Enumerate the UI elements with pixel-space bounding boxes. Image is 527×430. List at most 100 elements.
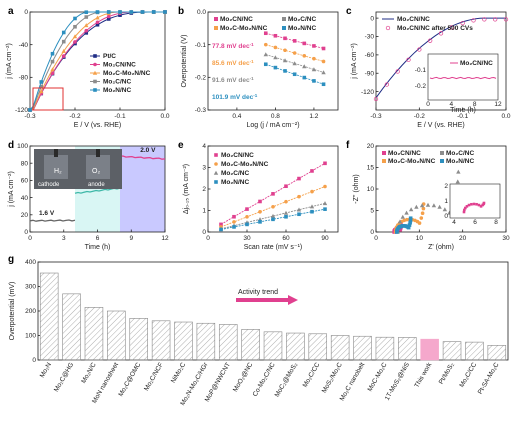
panel-e-chart: 0 30 60 90 0 1 2 3 4 Scan rate (mV s⁻¹) Δj₀.₁₅ (mA… bbox=[183, 143, 339, 251]
y-axis-label: j (mA cm⁻²) bbox=[6, 43, 13, 80]
legend-label: Mo₂C-Mo₂N/NC bbox=[103, 70, 151, 77]
x-tick-label: 20 bbox=[459, 235, 467, 242]
x-tick-label: 6 bbox=[96, 235, 100, 242]
lsv-marker bbox=[106, 17, 111, 21]
bar bbox=[442, 341, 462, 361]
legend-marker bbox=[214, 26, 218, 30]
y-tick-label: 100 bbox=[17, 143, 28, 150]
legend-label: Mo₂C/NC bbox=[288, 16, 316, 23]
lsv-marker bbox=[140, 10, 145, 14]
legend-label: Mo₂CN/NC bbox=[388, 150, 421, 157]
eis-point bbox=[425, 202, 431, 207]
eis-point bbox=[408, 218, 413, 223]
eis-point bbox=[408, 216, 413, 221]
eis-point bbox=[404, 210, 409, 215]
cdl-point bbox=[284, 184, 288, 189]
legend-label: Mo₂C/NC bbox=[446, 150, 474, 157]
initial-curve bbox=[375, 17, 506, 99]
inset-eis-point bbox=[472, 202, 476, 206]
lsv-marker bbox=[151, 10, 156, 14]
after-cv-marker bbox=[493, 17, 498, 22]
x-tick-label: 0.0 bbox=[160, 113, 169, 120]
lsv-marker bbox=[73, 16, 77, 21]
x-axis-label: E / V (vs. RHE) bbox=[74, 122, 121, 129]
y-tick-label: 20 bbox=[367, 143, 375, 150]
legend-marker bbox=[385, 25, 391, 31]
inset-x-tick: 0 bbox=[426, 101, 430, 108]
bar bbox=[487, 344, 507, 361]
y-tick-label: -0.2 bbox=[195, 75, 207, 82]
x-axis-label: Scan rate (mV s⁻¹) bbox=[244, 244, 303, 251]
cdl-point bbox=[322, 201, 328, 206]
inset-x-tick: 12 bbox=[494, 101, 502, 108]
x-tick-label: 10 bbox=[416, 235, 424, 242]
x-tick-label: 30 bbox=[243, 235, 251, 242]
bar-category-label: NiMo₂C bbox=[170, 361, 187, 384]
after-cv-marker bbox=[417, 47, 422, 52]
bar-category-label: MoC-Mo₂C bbox=[367, 361, 389, 393]
x-axis-label: Z' (ohm) bbox=[428, 244, 454, 251]
inset-legend-label: Mo₂CN/NC bbox=[460, 60, 493, 67]
lsv-marker bbox=[84, 23, 89, 28]
x-tick-label: 0 bbox=[28, 235, 32, 242]
inset-eis-point bbox=[470, 202, 473, 206]
legend-marker bbox=[440, 151, 444, 155]
y-tick-label: -90 bbox=[365, 70, 375, 77]
x-tick-label: 0.0 bbox=[501, 113, 510, 120]
eis-point bbox=[442, 207, 448, 212]
bar bbox=[375, 336, 395, 361]
x-tick-label: -0.2 bbox=[69, 113, 81, 120]
cdl-point bbox=[258, 199, 262, 204]
x-tick-label: 0 bbox=[374, 235, 378, 242]
inset-chrono-line bbox=[429, 76, 497, 80]
legend-marker bbox=[382, 159, 386, 163]
y-tick-label: -60 bbox=[365, 52, 375, 59]
photo-clip bbox=[96, 149, 100, 157]
panel-a-chart: -0.3 -0.2 -0.1 0.0 -120 -80 -40 0 E / V (vs. RHE… bbox=[6, 9, 170, 129]
inset-y-tick: 1 bbox=[444, 198, 448, 205]
eis-point bbox=[408, 207, 414, 212]
bar-category-label: Mo₂C nanobelt bbox=[339, 361, 367, 402]
inset-eis-point bbox=[467, 203, 471, 207]
bar-category-label: Mo₂N/C bbox=[80, 361, 98, 384]
bar-category-label: MoC₂@MoS₂ bbox=[274, 361, 300, 398]
tafel-point bbox=[282, 58, 288, 63]
lsv-marker bbox=[95, 22, 100, 27]
cdl-point bbox=[245, 222, 249, 227]
x-tick-label: -0.3 bbox=[24, 113, 36, 120]
legend-marker bbox=[282, 26, 286, 30]
cdl-point bbox=[232, 220, 236, 224]
bar bbox=[107, 310, 126, 361]
lsv-marker bbox=[61, 48, 66, 53]
inset-x-tick: 6 bbox=[473, 219, 477, 226]
bar-category-label: Pt/MoS₂ bbox=[438, 361, 456, 386]
panel-c-chart: -0.3 -0.2 -0.1 0.0 -120 -90 -60 -30 0 E / V (vs. … bbox=[351, 11, 511, 129]
after-cv-marker bbox=[428, 38, 433, 43]
legend-label: Mo₂C-Mo₂N/NC bbox=[388, 158, 436, 165]
inset-y-tick: -0.1 bbox=[415, 67, 427, 74]
y-tick-label: 200 bbox=[25, 308, 36, 315]
y-tick-label: -120 bbox=[15, 107, 28, 114]
bar bbox=[398, 337, 417, 361]
lsv-marker bbox=[50, 59, 55, 64]
x-tick-label: 0 bbox=[206, 235, 210, 242]
x-tick-label: 90 bbox=[321, 235, 329, 242]
bar bbox=[151, 320, 171, 361]
legend-marker bbox=[93, 79, 97, 84]
tafel-point bbox=[263, 52, 268, 57]
photo-anode bbox=[86, 155, 110, 179]
inset-frame bbox=[427, 53, 499, 101]
inset-y-tick: -0.2 bbox=[415, 83, 427, 90]
legend-label: Mo₂C-Mo₂N/NC bbox=[220, 25, 268, 32]
lsv-marker bbox=[129, 10, 134, 14]
y-tick-label: 400 bbox=[25, 259, 36, 266]
lsv-marker bbox=[73, 24, 77, 29]
lsv-marker bbox=[28, 108, 32, 112]
eis-point bbox=[437, 204, 442, 209]
legend-marker bbox=[282, 17, 286, 21]
legend-label: Mo₂C-Mo₂N/NC bbox=[221, 161, 269, 168]
cdl-point bbox=[310, 209, 314, 214]
